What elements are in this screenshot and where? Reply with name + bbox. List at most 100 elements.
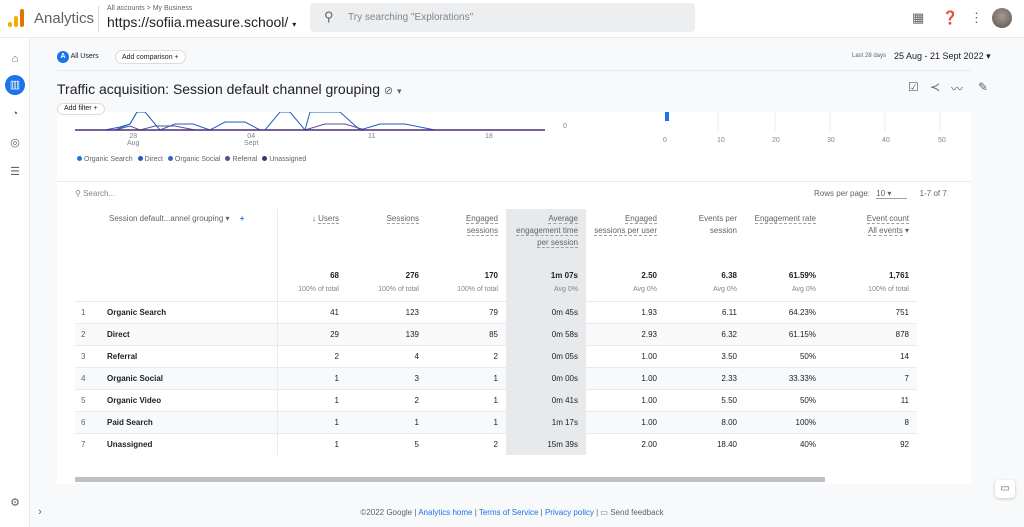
metric-cell: 3.50 bbox=[665, 344, 745, 367]
metric-cell: 2.00 bbox=[586, 432, 665, 455]
avatar[interactable] bbox=[992, 8, 1012, 28]
bar-tick: 50 bbox=[938, 137, 946, 144]
help-icon[interactable]: ❓ bbox=[942, 10, 959, 25]
table-row[interactable]: 2 Direct 29 139 85 0m 58s 2.93 6.32 61.15% 878 bbox=[75, 322, 917, 345]
channel-name[interactable]: Paid Search bbox=[99, 410, 278, 433]
channel-name[interactable]: Organic Video bbox=[99, 388, 278, 411]
insights-icon[interactable]: 〰 bbox=[951, 82, 964, 96]
column-header-sessions[interactable]: Sessions bbox=[347, 209, 427, 265]
column-label: Sessions bbox=[386, 214, 419, 224]
table-search-input[interactable]: ⚲ Search... bbox=[75, 189, 115, 198]
legend-item[interactable]: Unassigned bbox=[262, 156, 306, 163]
channel-name[interactable]: Referral bbox=[99, 344, 278, 367]
column-header-events-per-session[interactable]: Events per session bbox=[665, 209, 745, 265]
date-range-picker[interactable]: 25 Aug - 21 Sept 2022 ▾ bbox=[894, 51, 991, 62]
feedback-chat-icon[interactable]: ▭ bbox=[995, 480, 1015, 498]
total-value: 276 bbox=[405, 270, 419, 280]
column-header-engaged-sessions[interactable]: Engaged sessions bbox=[427, 209, 506, 265]
x-tick-month: Sept bbox=[244, 140, 259, 147]
configure-icon[interactable]: ☰ bbox=[10, 166, 20, 178]
x-tick-day: 18 bbox=[485, 133, 493, 140]
metric-cell: 1.00 bbox=[586, 366, 665, 389]
metric-cell: 1 bbox=[277, 410, 347, 433]
horizontal-scrollbar[interactable] bbox=[75, 477, 825, 482]
reports-icon[interactable]: ▥ bbox=[5, 75, 25, 95]
metric-cell: 0m 05s bbox=[506, 344, 586, 367]
total-value: 1,761 bbox=[888, 270, 909, 280]
metric-cell: 878 bbox=[824, 322, 917, 345]
search-icon: ⚲ bbox=[75, 189, 81, 198]
left-nav: ⌂ ▥ ◔ ◎ ☰ ⚙ › bbox=[0, 38, 42, 527]
event-filter-select[interactable]: All events ▾ bbox=[868, 226, 909, 236]
metric-cell: 61.15% bbox=[745, 322, 824, 345]
table-row[interactable]: 1 Organic Search 41 123 79 0m 45s 1.93 6.11 64.2… bbox=[75, 300, 917, 323]
channel-name[interactable]: Direct bbox=[99, 322, 278, 345]
column-header-users[interactable]: ↓ Users bbox=[311, 214, 339, 224]
table-row[interactable]: 3 Referral 2 4 2 0m 05s 1.00 3.50 50% 14 bbox=[75, 344, 917, 367]
metric-cell: 123 bbox=[347, 300, 427, 323]
metric-cell: 29 bbox=[277, 322, 347, 345]
send-feedback-link[interactable]: Send feedback bbox=[610, 508, 664, 517]
apps-grid-icon[interactable]: ▦ bbox=[912, 10, 925, 25]
legend-item[interactable]: Organic Social bbox=[167, 156, 220, 163]
channel-name[interactable]: Organic Search bbox=[99, 300, 278, 323]
more-vert-icon[interactable]: ⋮ bbox=[970, 10, 983, 25]
check-circle-icon[interactable]: ⊘ bbox=[383, 85, 394, 97]
column-header-engagement-rate[interactable]: Engagement rate bbox=[745, 209, 824, 265]
breadcrumb[interactable]: All accounts > My Business bbox=[107, 5, 193, 12]
expand-icon[interactable]: › bbox=[38, 506, 42, 518]
segment-chip[interactable]: A All Users bbox=[57, 50, 99, 64]
edit-icon[interactable]: ✎ bbox=[978, 80, 989, 94]
divider bbox=[57, 181, 971, 182]
app-name: Analytics bbox=[34, 10, 95, 27]
add-dimension-icon[interactable]: + bbox=[239, 214, 245, 223]
settings-icon[interactable]: ⚙ bbox=[10, 497, 20, 509]
bar-organic-search bbox=[665, 112, 669, 121]
row-index: 5 bbox=[75, 388, 99, 411]
table-row[interactable]: 5 Organic Video 1 2 1 0m 41s 1.00 5.50 50% 11 bbox=[75, 388, 917, 411]
analytics-home-link[interactable]: Analytics home bbox=[418, 508, 473, 517]
dimension-header[interactable]: Session default...annel grouping ▾ + bbox=[99, 209, 278, 265]
table-row[interactable]: 7 Unassigned 1 5 2 15m 39s 2.00 18.40 40% 92 bbox=[75, 432, 917, 455]
channel-name[interactable]: Organic Social bbox=[99, 366, 278, 389]
legend-item[interactable]: Organic Search bbox=[77, 156, 133, 163]
privacy-link[interactable]: Privacy policy bbox=[544, 508, 594, 517]
caret-down-icon: ▾ bbox=[292, 20, 297, 29]
terms-link[interactable]: Terms of Service bbox=[478, 508, 539, 517]
bar-tick: 30 bbox=[827, 137, 835, 144]
metric-cell: 6.11 bbox=[665, 300, 745, 323]
row-index: 7 bbox=[75, 432, 99, 455]
search-placeholder: Try searching "Explorations" bbox=[348, 12, 474, 23]
search-input[interactable]: ⚲ Try searching "Explorations" bbox=[310, 3, 695, 32]
rows-per-page-select[interactable]: 10 ▾ bbox=[876, 189, 908, 199]
explore-icon[interactable]: ◔ bbox=[11, 108, 19, 120]
row-index: 1 bbox=[75, 300, 99, 323]
table-row[interactable]: 4 Organic Social 1 3 1 0m 00s 1.00 2.33 33.33% 7 bbox=[75, 366, 917, 389]
column-label: Events per session bbox=[698, 214, 737, 235]
channel-name[interactable]: Unassigned bbox=[99, 432, 278, 455]
table-row[interactable]: 6 Paid Search 1 1 1 1m 17s 1.00 8.00 100% 8 bbox=[75, 410, 917, 433]
add-filter-button[interactable]: Add filter + bbox=[57, 103, 105, 115]
total-cell: 2.50 Avg 0% bbox=[586, 265, 665, 301]
add-comparison-button[interactable]: Add comparison + bbox=[115, 50, 186, 64]
chart-legend: Organic Search Direct Organic Social Ref… bbox=[77, 156, 306, 163]
column-header-event-count[interactable]: Event count All events ▾ bbox=[824, 209, 917, 265]
property-selector[interactable]: https://sofiia.measure.school/ ▾ bbox=[107, 14, 296, 30]
segment-label: All Users bbox=[70, 53, 99, 60]
total-value: 61.59% bbox=[788, 270, 816, 280]
caret-down-icon[interactable]: ▾ bbox=[396, 86, 402, 96]
home-icon[interactable]: ⌂ bbox=[11, 53, 19, 65]
metric-cell: 1.00 bbox=[586, 410, 665, 433]
metric-cell: 41 bbox=[277, 300, 347, 323]
report-title: Traffic acquisition: Session default cha… bbox=[57, 81, 380, 97]
metric-cell: 8.00 bbox=[665, 410, 745, 433]
share-icon[interactable]: ≺ bbox=[930, 80, 941, 94]
legend-item[interactable]: Referral bbox=[225, 156, 257, 163]
advertising-icon[interactable]: ◎ bbox=[10, 137, 20, 149]
legend-item[interactable]: Direct bbox=[137, 156, 163, 163]
customize-report-icon[interactable]: ☑ bbox=[908, 80, 919, 94]
metric-cell: 751 bbox=[824, 300, 917, 323]
column-header-engaged-per-user[interactable]: Engaged sessions per user bbox=[586, 209, 665, 265]
column-header-avg-engagement-time[interactable]: Average engagement time per session bbox=[506, 209, 586, 265]
data-table: Session default...annel grouping ▾ + ↓ U… bbox=[75, 209, 917, 455]
